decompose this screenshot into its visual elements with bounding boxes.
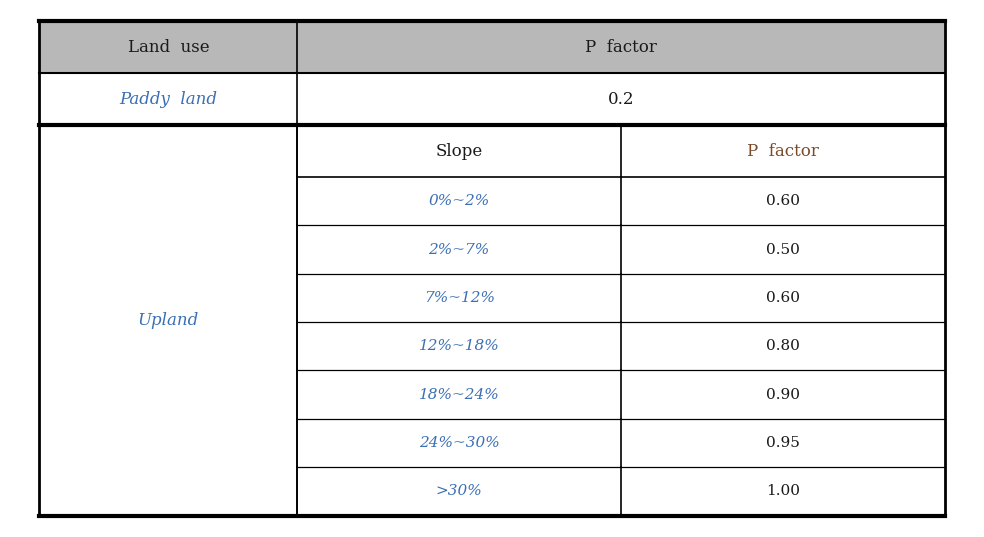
Bar [39, 21, 945, 74]
Bar [39, 125, 945, 177]
Text: 0.60: 0.60 [766, 194, 800, 208]
Text: 0.80: 0.80 [766, 339, 800, 353]
Text: 7%~12%: 7%~12% [424, 291, 495, 305]
Bar [39, 177, 945, 226]
Bar [39, 74, 945, 125]
Text: P  factor: P factor [747, 143, 819, 159]
Text: 0.95: 0.95 [766, 436, 800, 450]
Text: 0.90: 0.90 [766, 388, 800, 402]
Text: 2%~7%: 2%~7% [429, 243, 490, 257]
Text: Upland: Upland [138, 312, 199, 329]
Text: 1.00: 1.00 [766, 484, 800, 498]
Text: >30%: >30% [436, 484, 482, 498]
Bar [39, 226, 945, 274]
Bar [39, 467, 945, 516]
Text: P  factor: P factor [585, 39, 657, 56]
Text: 0.60: 0.60 [766, 291, 800, 305]
Text: 0%~2%: 0%~2% [429, 194, 490, 208]
Bar [39, 419, 945, 467]
Bar [39, 322, 945, 371]
Text: Paddy  land: Paddy land [119, 91, 217, 108]
Bar [39, 274, 945, 322]
Text: 12%~18%: 12%~18% [419, 339, 500, 353]
Text: 24%~30%: 24%~30% [419, 436, 500, 450]
Text: 0.2: 0.2 [608, 91, 635, 108]
Text: 0.50: 0.50 [766, 243, 800, 257]
Text: Land  use: Land use [128, 39, 210, 56]
Text: Slope: Slope [436, 143, 483, 159]
Bar [39, 371, 945, 419]
Text: 18%~24%: 18%~24% [419, 388, 500, 402]
